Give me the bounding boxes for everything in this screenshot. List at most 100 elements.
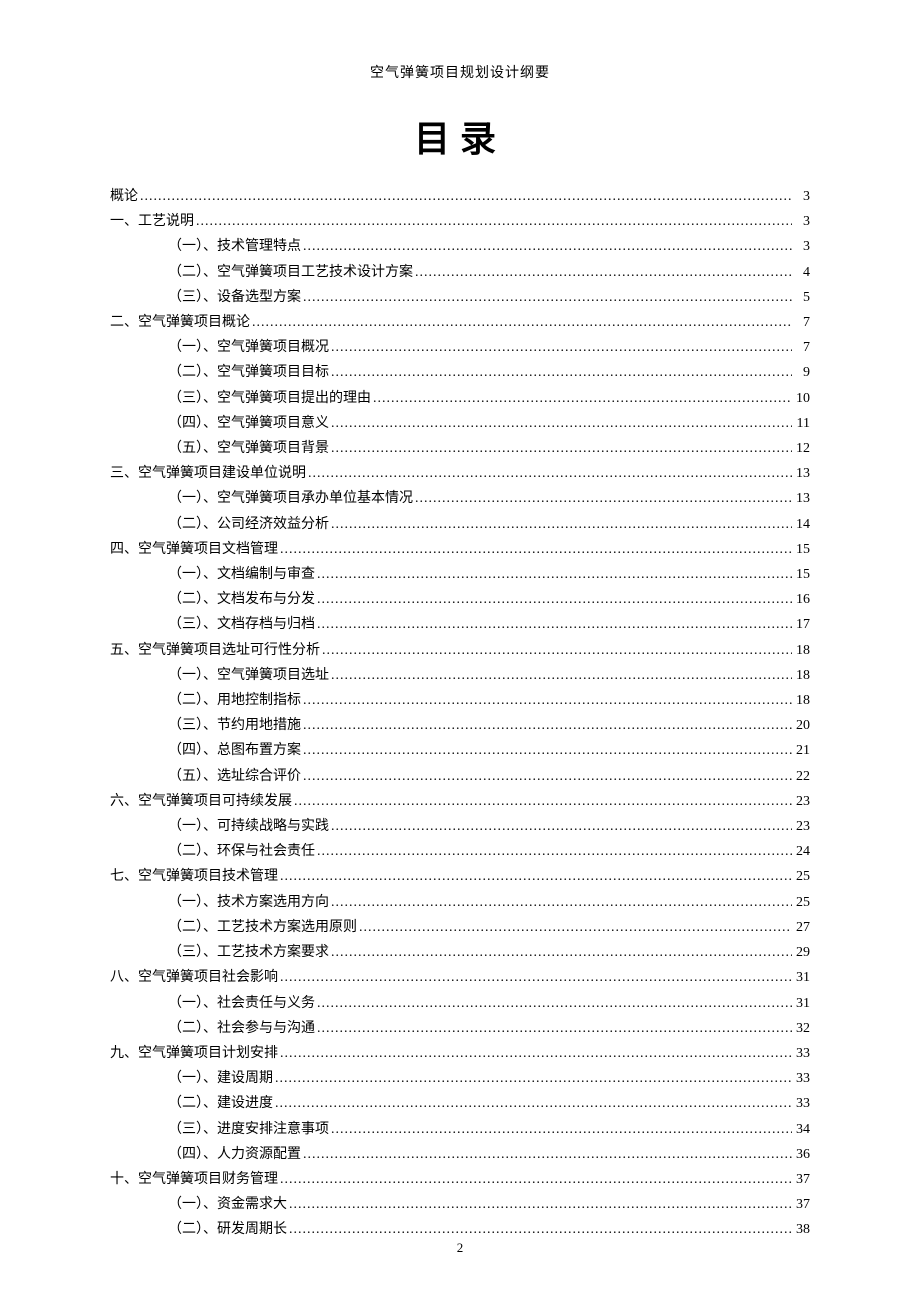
toc-entry-label: 五、空气弹簧项目选址可行性分析 <box>110 638 320 663</box>
toc-entry: （五）、选址综合评价22 <box>110 764 810 789</box>
toc-entry-label: （一）、空气弹簧项目承办单位基本情况 <box>168 486 413 511</box>
toc-entry-label: （二）、研发周期长 <box>168 1217 287 1242</box>
toc-leader-dots <box>301 713 792 738</box>
document-header: 空气弹簧项目规划设计纲要 <box>110 62 810 82</box>
toc-entry-page: 10 <box>792 386 810 411</box>
toc-leader-dots <box>273 1091 792 1116</box>
toc-leader-dots <box>315 839 792 864</box>
toc-entry-label: （一）、建设周期 <box>168 1066 273 1091</box>
toc-entry-page: 7 <box>792 310 810 335</box>
toc-leader-dots <box>329 335 792 360</box>
toc-entry-page: 13 <box>792 461 810 486</box>
toc-entry-page: 3 <box>792 184 810 209</box>
toc-leader-dots <box>357 915 792 940</box>
toc-entry-page: 22 <box>792 764 810 789</box>
toc-entry-page: 18 <box>792 688 810 713</box>
toc-entry-label: （二）、公司经济效益分析 <box>168 512 329 537</box>
toc-entry-page: 31 <box>792 965 810 990</box>
toc-entry: （一）、技术管理特点3 <box>110 234 810 259</box>
toc-leader-dots <box>278 537 792 562</box>
toc-leader-dots <box>315 562 792 587</box>
toc-leader-dots <box>301 285 792 310</box>
toc-entry-label: 六、空气弹簧项目可持续发展 <box>110 789 292 814</box>
toc-entry-label: （三）、进度安排注意事项 <box>168 1117 329 1142</box>
toc-entry: （一）、技术方案选用方向25 <box>110 890 810 915</box>
toc-entry: 六、空气弹簧项目可持续发展23 <box>110 789 810 814</box>
toc-entry: （三）、设备选型方案5 <box>110 285 810 310</box>
toc-entry-label: （一）、可持续战略与实践 <box>168 814 329 839</box>
toc-entry-label: （二）、空气弹簧项目工艺技术设计方案 <box>168 260 413 285</box>
toc-entry-page: 38 <box>792 1217 810 1242</box>
toc-entry-page: 13 <box>792 486 810 511</box>
toc-entry-page: 15 <box>792 537 810 562</box>
toc-entry-page: 33 <box>792 1041 810 1066</box>
toc-entry-label: （四）、总图布置方案 <box>168 738 301 763</box>
toc-entry-page: 18 <box>792 663 810 688</box>
toc-entry-page: 9 <box>792 360 810 385</box>
toc-entry-label: （二）、环保与社会责任 <box>168 839 315 864</box>
toc-entry: （二）、建设进度33 <box>110 1091 810 1116</box>
toc-entry: 概论 3 <box>110 184 810 209</box>
toc-leader-dots <box>413 260 792 285</box>
page-number: 2 <box>0 1240 920 1256</box>
toc-entry: （一）、空气弹簧项目概况7 <box>110 335 810 360</box>
toc-leader-dots <box>329 814 792 839</box>
toc-entry: 八、空气弹簧项目社会影响 31 <box>110 965 810 990</box>
toc-entry-page: 18 <box>792 638 810 663</box>
document-page: 空气弹簧项目规划设计纲要 目录 概论3一、工艺说明3（一）、技术管理特点3（二）… <box>0 0 920 1283</box>
toc-entry-page: 15 <box>792 562 810 587</box>
toc-entry-page: 27 <box>792 915 810 940</box>
toc-entry: （二）、用地控制指标 18 <box>110 688 810 713</box>
toc-leader-dots <box>329 940 792 965</box>
toc-leader-dots <box>315 587 792 612</box>
toc-entry-label: （二）、文档发布与分发 <box>168 587 315 612</box>
toc-entry: （一）、建设周期33 <box>110 1066 810 1091</box>
toc-entry: （二）、研发周期长 38 <box>110 1217 810 1242</box>
toc-leader-dots <box>250 310 792 335</box>
toc-entry-label: （二）、社会参与与沟通 <box>168 1016 315 1041</box>
toc-entry-page: 23 <box>792 814 810 839</box>
toc-entry-label: （一）、技术方案选用方向 <box>168 890 329 915</box>
toc-entry-label: 八、空气弹簧项目社会影响 <box>110 965 278 990</box>
toc-entry-label: （五）、空气弹簧项目背景 <box>168 436 329 461</box>
toc-entry-label: 概论 <box>110 184 138 209</box>
toc-leader-dots <box>278 864 792 889</box>
toc-leader-dots <box>292 789 792 814</box>
toc-entry-label: （二）、工艺技术方案选用原则 <box>168 915 357 940</box>
toc-entry-page: 24 <box>792 839 810 864</box>
toc-leader-dots <box>287 1192 792 1217</box>
toc-entry-page: 34 <box>792 1117 810 1142</box>
toc-entry: 一、工艺说明3 <box>110 209 810 234</box>
toc-entry: 二、空气弹簧项目概论7 <box>110 310 810 335</box>
toc-leader-dots <box>315 1016 792 1041</box>
toc-entry-page: 36 <box>792 1142 810 1167</box>
toc-entry-label: （三）、工艺技术方案要求 <box>168 940 329 965</box>
toc-entry-page: 29 <box>792 940 810 965</box>
toc-leader-dots <box>329 360 792 385</box>
toc-leader-dots <box>138 184 792 209</box>
toc-entry: （一）、空气弹簧项目承办单位基本情况 13 <box>110 486 810 511</box>
toc-leader-dots <box>194 209 792 234</box>
toc-entry: 四、空气弹簧项目文档管理15 <box>110 537 810 562</box>
toc-entry: 十、空气弹簧项目财务管理37 <box>110 1167 810 1192</box>
toc-entry-label: （四）、空气弹簧项目意义 <box>168 411 329 436</box>
toc-list: 概论3一、工艺说明3（一）、技术管理特点3（二）、空气弹簧项目工艺技术设计方案4… <box>110 184 810 1243</box>
toc-entry: （二）、空气弹簧项目目标9 <box>110 360 810 385</box>
toc-entry: 三、空气弹簧项目建设单位说明13 <box>110 461 810 486</box>
toc-leader-dots <box>278 965 792 990</box>
toc-entry: （一）、文档编制与审查15 <box>110 562 810 587</box>
toc-leader-dots <box>315 612 792 637</box>
toc-entry-label: （二）、用地控制指标 <box>168 688 301 713</box>
toc-leader-dots <box>329 1117 792 1142</box>
toc-entry-page: 32 <box>792 1016 810 1041</box>
toc-entry-page: 3 <box>792 209 810 234</box>
toc-entry-label: （四）、人力资源配置 <box>168 1142 301 1167</box>
toc-entry: （二）、文档发布与分发16 <box>110 587 810 612</box>
toc-entry: （三）、空气弹簧项目提出的理由10 <box>110 386 810 411</box>
toc-leader-dots <box>329 436 792 461</box>
toc-leader-dots <box>371 386 792 411</box>
toc-leader-dots <box>287 1217 792 1242</box>
toc-entry: （一）、空气弹簧项目选址18 <box>110 663 810 688</box>
toc-entry: 五、空气弹簧项目选址可行性分析 18 <box>110 638 810 663</box>
toc-entry-label: （一）、社会责任与义务 <box>168 991 315 1016</box>
